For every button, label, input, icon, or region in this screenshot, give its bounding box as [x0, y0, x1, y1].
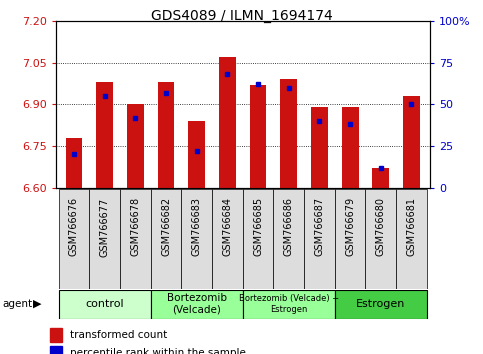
- Bar: [341, 107, 358, 188]
- Text: GSM766684: GSM766684: [222, 197, 232, 256]
- Bar: [311, 107, 328, 188]
- Text: ▶: ▶: [33, 299, 42, 309]
- Text: GSM766683: GSM766683: [192, 197, 202, 256]
- FancyBboxPatch shape: [58, 290, 151, 319]
- Text: GSM766687: GSM766687: [314, 197, 325, 256]
- Bar: [96, 82, 113, 188]
- Text: control: control: [85, 299, 124, 309]
- Text: Bortezomib (Velcade) +
Estrogen: Bortezomib (Velcade) + Estrogen: [239, 295, 339, 314]
- FancyBboxPatch shape: [304, 189, 335, 289]
- Bar: [50, 328, 62, 342]
- Bar: [66, 138, 83, 188]
- Bar: [157, 82, 174, 188]
- Text: agent: agent: [2, 299, 32, 309]
- FancyBboxPatch shape: [243, 189, 273, 289]
- FancyBboxPatch shape: [120, 189, 151, 289]
- FancyBboxPatch shape: [212, 189, 243, 289]
- FancyBboxPatch shape: [243, 290, 335, 319]
- Text: GSM766681: GSM766681: [407, 197, 416, 256]
- Bar: [127, 104, 144, 188]
- Text: percentile rank within the sample: percentile rank within the sample: [70, 348, 245, 354]
- Bar: [372, 168, 389, 188]
- FancyBboxPatch shape: [366, 189, 396, 289]
- FancyBboxPatch shape: [396, 189, 427, 289]
- Text: GDS4089 / ILMN_1694174: GDS4089 / ILMN_1694174: [151, 9, 332, 23]
- Text: transformed count: transformed count: [70, 330, 167, 340]
- Text: GSM766677: GSM766677: [99, 197, 110, 257]
- FancyBboxPatch shape: [335, 189, 366, 289]
- Text: GSM766685: GSM766685: [253, 197, 263, 256]
- Bar: [219, 57, 236, 188]
- Text: GSM766680: GSM766680: [376, 197, 386, 256]
- Bar: [250, 85, 267, 188]
- FancyBboxPatch shape: [89, 189, 120, 289]
- Bar: [188, 121, 205, 188]
- FancyBboxPatch shape: [181, 189, 212, 289]
- Bar: [50, 346, 62, 354]
- Text: GSM766679: GSM766679: [345, 197, 355, 256]
- Text: GSM766682: GSM766682: [161, 197, 171, 256]
- Bar: [403, 96, 420, 188]
- Text: Estrogen: Estrogen: [356, 299, 405, 309]
- Text: GSM766686: GSM766686: [284, 197, 294, 256]
- Text: Bortezomib
(Velcade): Bortezomib (Velcade): [167, 293, 227, 315]
- FancyBboxPatch shape: [335, 290, 427, 319]
- Text: GSM766676: GSM766676: [69, 197, 79, 256]
- FancyBboxPatch shape: [151, 290, 243, 319]
- Text: GSM766678: GSM766678: [130, 197, 141, 256]
- FancyBboxPatch shape: [58, 189, 89, 289]
- FancyBboxPatch shape: [273, 189, 304, 289]
- Bar: [280, 80, 297, 188]
- FancyBboxPatch shape: [151, 189, 181, 289]
